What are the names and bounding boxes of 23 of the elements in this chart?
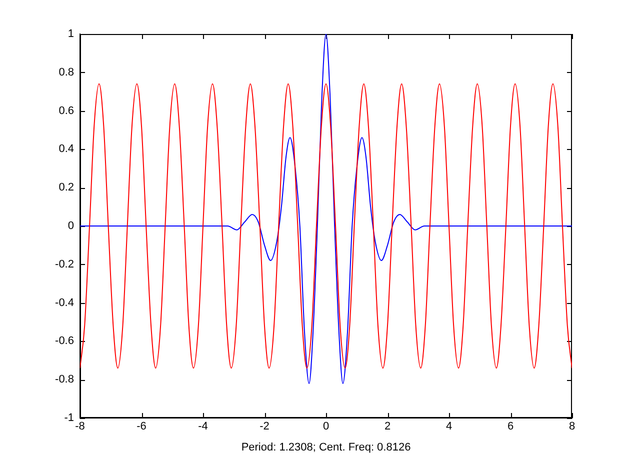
line-series bbox=[80, 34, 572, 384]
line-series bbox=[80, 83, 572, 369]
y-tick-label: 0 bbox=[68, 220, 74, 232]
x-tick-label: 0 bbox=[322, 420, 330, 433]
y-tick-label: -0.8 bbox=[55, 374, 74, 386]
x-tick-label: -4 bbox=[198, 420, 208, 433]
y-tick-label: -1 bbox=[64, 412, 74, 424]
y-tick-label: 0.4 bbox=[58, 143, 74, 156]
y-tick-label: 0.6 bbox=[58, 104, 74, 117]
y-tick-label: -0.4 bbox=[55, 296, 74, 309]
x-tick-label: -2 bbox=[260, 420, 270, 433]
y-tick-label: 0.8 bbox=[58, 66, 74, 78]
x-tick-label: -6 bbox=[136, 420, 146, 433]
x-tick-label: 6 bbox=[507, 420, 514, 433]
y-tick-label: 1 bbox=[68, 28, 74, 40]
x-tick-label: -8 bbox=[75, 420, 85, 433]
y-tick-label: -0.2 bbox=[55, 258, 74, 270]
x-tick-label: 4 bbox=[446, 420, 452, 433]
y-tick-label: 0.2 bbox=[58, 182, 74, 194]
x-tick-label: 8 bbox=[568, 420, 576, 433]
x-axis-title: Period: 1.2308; Cent. Freq: 0.8126 bbox=[241, 441, 411, 454]
x-tick-label: 2 bbox=[384, 420, 391, 433]
y-tick-label: -0.6 bbox=[55, 335, 74, 348]
